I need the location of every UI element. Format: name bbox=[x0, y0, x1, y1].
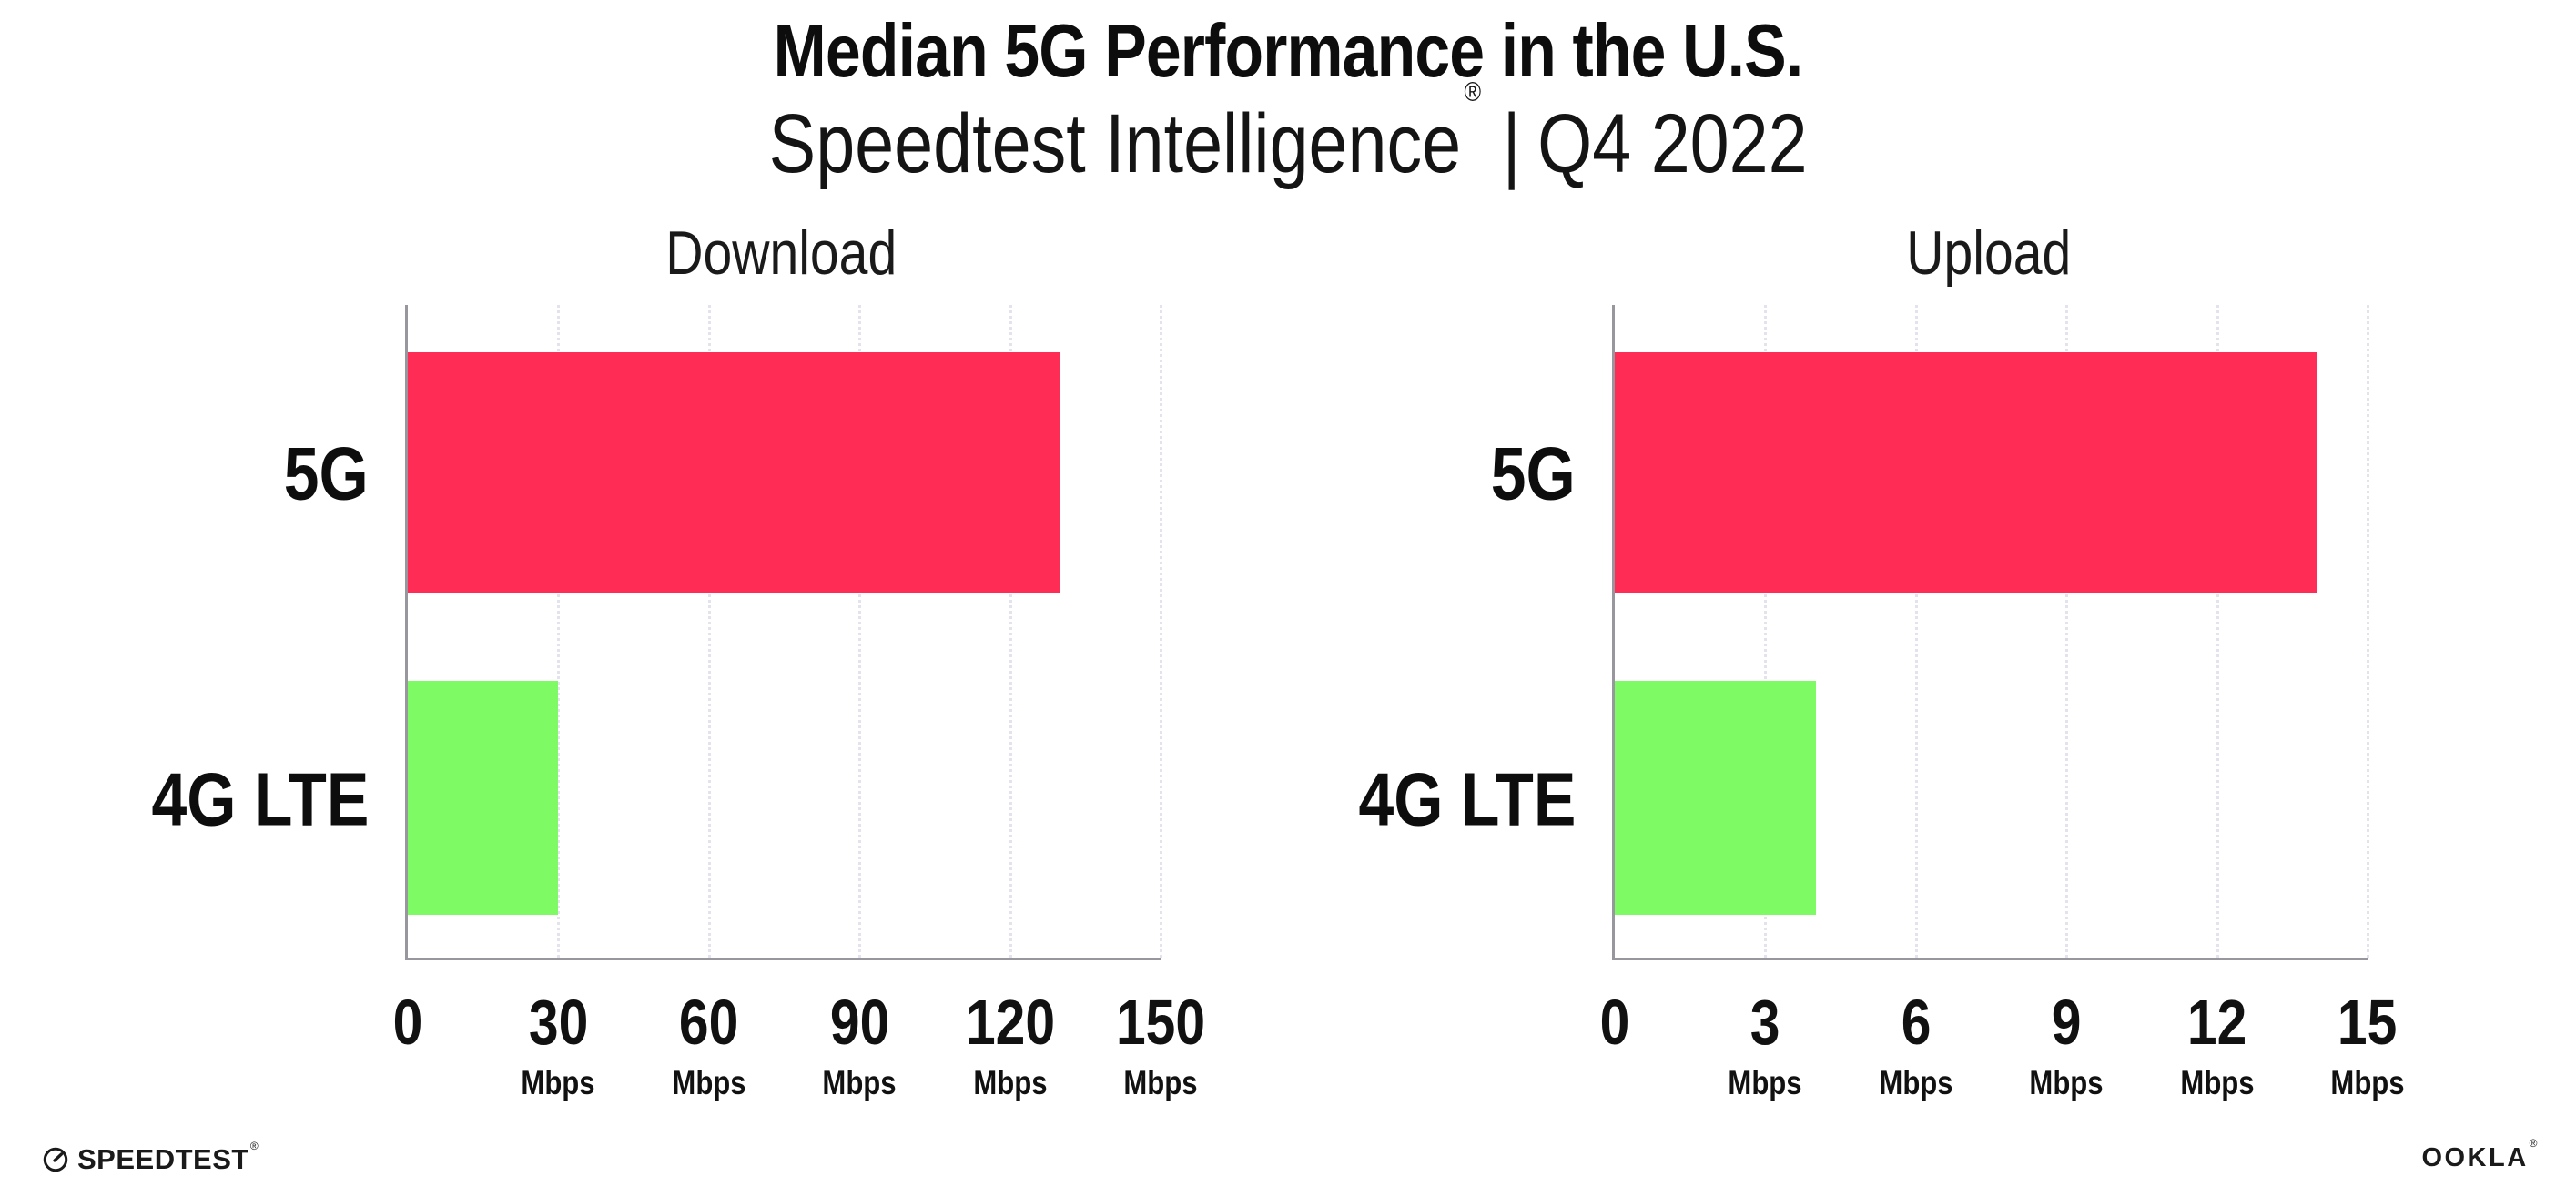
gridline-15 bbox=[2367, 305, 2369, 958]
x-axis-tick-labels: 0 30 Mbps 60 Mbps 90 Mbps 120 Mbps 150 Mbps bbox=[393, 987, 1205, 1109]
gridline-150 bbox=[1160, 305, 1162, 958]
upload-chart: 5G 4G LTE 0 3 Mbps 6 Mbps 9 Mbps 12 Mbps 15 Mbps bbox=[1358, 305, 2405, 1100]
bar-4g-lte bbox=[1615, 681, 1816, 915]
gridline-3 bbox=[1764, 305, 1768, 958]
tick-label-150: 150 Mbps bbox=[1115, 987, 1206, 1101]
tick-label-90: 90 Mbps bbox=[822, 987, 897, 1101]
upload-chart-title: Upload bbox=[1905, 218, 2072, 288]
plot-area: 0 3 Mbps 6 Mbps 9 Mbps 12 Mbps 15 Mbps bbox=[1600, 305, 2405, 1100]
x-axis-tick-labels: 0 3 Mbps 6 Mbps 9 Mbps 12 Mbps 15 Mbps bbox=[1600, 987, 2405, 1109]
speedtest-logo: SPEEDTEST® bbox=[42, 1139, 259, 1175]
gridline-12 bbox=[2216, 305, 2219, 958]
tick-label-60: 60 Mbps bbox=[672, 987, 746, 1101]
tick-label-12: 12 Mbps bbox=[2180, 987, 2255, 1101]
tick-label-0: 0 bbox=[1599, 987, 1630, 1058]
ookla-wordmark: OOKLA bbox=[2421, 1143, 2529, 1172]
page-title: Median 5G Performance in the U.S. bbox=[0, 5, 2576, 96]
bar-4g-lte bbox=[408, 681, 559, 915]
tick-label-9: 9 Mbps bbox=[2029, 987, 2104, 1101]
subtitle-separator: | bbox=[1502, 96, 1521, 190]
registered-mark: ® bbox=[2529, 1137, 2540, 1151]
category-labels: 5G 4G LTE bbox=[151, 305, 405, 958]
speedtest-wordmark: SPEEDTEST® bbox=[77, 1139, 259, 1175]
gridline-120 bbox=[1009, 305, 1012, 958]
tick-label-3: 3 Mbps bbox=[1728, 987, 1802, 1101]
subtitle-period: Q4 2022 bbox=[1536, 96, 1808, 190]
category-label-4g-lte: 4G LTE bbox=[151, 756, 369, 842]
registered-mark: ® bbox=[249, 1139, 259, 1152]
speedometer-gauge-icon bbox=[43, 1147, 68, 1172]
page-subtitle: Speedtest Intelligence® | Q4 2022 bbox=[0, 77, 2576, 193]
subtitle-brand: Speedtest Intelligence bbox=[768, 96, 1461, 190]
gridline-30 bbox=[557, 305, 561, 958]
category-label-4g-lte: 4G LTE bbox=[1358, 756, 1576, 842]
registered-mark: ® bbox=[1464, 76, 1481, 107]
category-labels: 5G 4G LTE bbox=[1358, 305, 1612, 958]
category-label-5g: 5G bbox=[1490, 431, 1576, 516]
tick-label-120: 120 Mbps bbox=[965, 987, 1055, 1101]
tick-label-30: 30 Mbps bbox=[521, 987, 595, 1101]
bar-5g bbox=[408, 352, 1060, 593]
gridline-9 bbox=[2065, 305, 2069, 958]
download-chart-title: Download bbox=[665, 218, 898, 288]
download-chart: 5G 4G LTE 0 30 Mbps 60 Mbps 90 Mbps 120 Mbps 150 Mb… bbox=[151, 305, 1205, 1100]
upload-chart-panel: Upload 5G 4G LTE 0 3 Mbps 6 Mbps 9 Mbps 12 Mbps 15… bbox=[1358, 218, 2405, 1100]
page-title-text: Median 5G Performance in the U.S. bbox=[773, 8, 1804, 93]
gridline-6 bbox=[1914, 305, 1918, 958]
plot-area: 0 30 Mbps 60 Mbps 90 Mbps 120 Mbps 150 Mbps bbox=[393, 305, 1205, 1100]
download-chart-panel: Download 5G 4G LTE 0 30 Mbps 60 Mbps 90 Mbps 120… bbox=[151, 218, 1205, 1100]
tick-label-0: 0 bbox=[392, 987, 423, 1058]
page-subtitle-text: Speedtest Intelligence® | Q4 2022 bbox=[768, 77, 1808, 193]
category-label-5g: 5G bbox=[283, 431, 369, 516]
gridline-90 bbox=[858, 305, 862, 958]
tick-label-6: 6 Mbps bbox=[1879, 987, 1953, 1101]
ookla-logo: OOKLA® bbox=[2421, 1138, 2540, 1172]
tick-label-15: 15 Mbps bbox=[2330, 987, 2405, 1101]
bar-5g bbox=[1615, 352, 2317, 593]
gridline-60 bbox=[707, 305, 711, 958]
header: Median 5G Performance in the U.S. Speedt… bbox=[0, 5, 2576, 192]
